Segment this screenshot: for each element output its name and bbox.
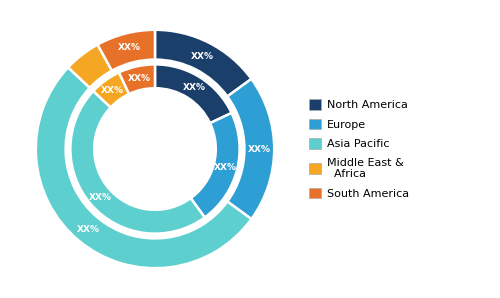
Wedge shape [155,64,232,123]
Wedge shape [190,113,240,218]
Wedge shape [119,64,155,94]
Text: XX%: XX% [77,225,100,234]
Text: XX%: XX% [89,193,112,201]
Wedge shape [36,67,252,268]
Text: XX%: XX% [248,145,271,153]
Text: XX%: XX% [191,52,214,60]
Text: XX%: XX% [214,163,237,172]
Text: XX%: XX% [101,86,124,95]
Wedge shape [68,44,112,88]
Legend: North America, Europe, Asia Pacific, Middle East &
  Africa, South America: North America, Europe, Asia Pacific, Mid… [306,96,412,202]
Wedge shape [94,72,129,107]
Text: XX%: XX% [128,74,150,83]
Wedge shape [228,79,274,219]
Text: XX%: XX% [118,44,141,52]
Wedge shape [98,30,155,71]
Wedge shape [155,30,252,97]
Wedge shape [70,91,204,234]
Text: XX%: XX% [182,83,206,92]
